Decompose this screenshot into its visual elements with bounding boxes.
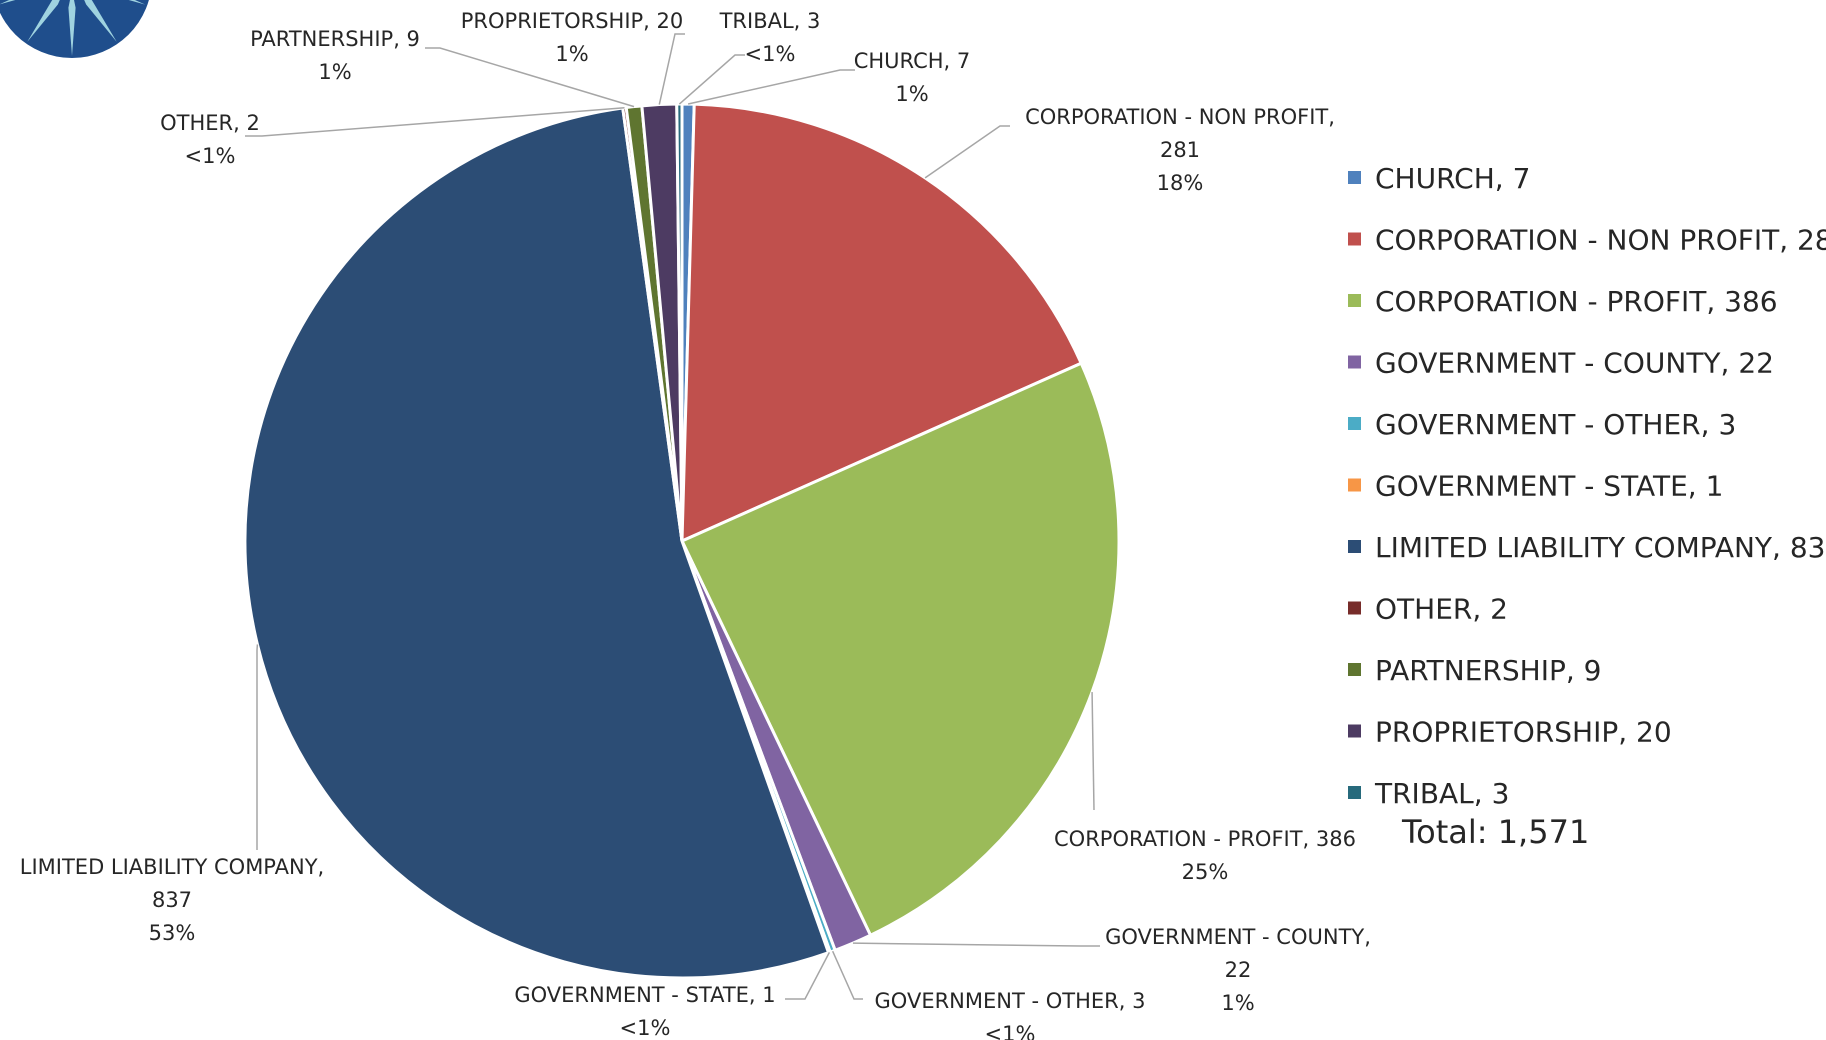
leader-line-government-county: [852, 942, 1100, 947]
pie-slices: [243, 102, 1121, 980]
data-label-line: 837: [152, 888, 192, 912]
data-label-line: <1%: [985, 1022, 1036, 1040]
data-label-line: 22: [1225, 958, 1252, 982]
legend-label-church: CHURCH, 7: [1375, 162, 1530, 195]
legend: CHURCH, 7 CORPORATION - NON PROFIT, 281 CO…: [1348, 162, 1826, 810]
data-label-line: 1%: [555, 42, 588, 66]
data-label-partnership: PARTNERSHIP, 9 1%: [250, 27, 420, 84]
data-label-line: OTHER, 2: [160, 111, 260, 135]
leader-lines: [245, 33, 1100, 1000]
data-label-line: <1%: [620, 1016, 671, 1040]
legend-swatch-other: [1348, 601, 1361, 615]
data-label-line: CHURCH, 7: [854, 49, 971, 73]
data-label-line: <1%: [745, 42, 796, 66]
leader-line-tribal: [678, 54, 745, 105]
total-label: Total: 1,571: [1401, 813, 1589, 851]
data-label-line: GOVERNMENT - STATE, 1: [514, 983, 775, 1007]
data-label-line: 25%: [1182, 860, 1229, 884]
legend-swatch-partnership: [1348, 663, 1361, 676]
logo-ray: [128, 0, 146, 5]
data-label-church: CHURCH, 7 1%: [854, 49, 971, 106]
pie-slice-limited-liability-company: [243, 106, 831, 980]
data-label-line: 1%: [1221, 991, 1254, 1015]
data-label-limited-liability-company: LIMITED LIABILITY COMPANY, 837 53%: [20, 855, 324, 945]
logo-circle: [0, 0, 149, 58]
leader-line-government-other: [831, 950, 863, 1000]
legend-swatch-government-state: [1348, 478, 1361, 492]
data-label-proprietorship: PROPRIETORSHIP, 20 1%: [461, 9, 684, 66]
data-label-government-county: GOVERNMENT - COUNTY, 22 1%: [1105, 925, 1371, 1015]
data-label-line: 18%: [1157, 171, 1204, 195]
legend-swatch-proprietorship: [1348, 724, 1361, 738]
pie-slice-corporation-non-profit: [680, 102, 1084, 544]
legend-swatch-government-other: [1348, 417, 1361, 430]
legend-swatch-government-county: [1348, 355, 1361, 369]
data-label-line: GOVERNMENT - OTHER, 3: [875, 989, 1146, 1013]
data-label-line: 53%: [149, 921, 196, 945]
leader-line-corporation-non-profit: [924, 125, 1010, 179]
leader-line-partnership: [425, 47, 635, 108]
data-label-line: 1%: [895, 82, 928, 106]
logo-ray: [0, 0, 16, 5]
legend-label-partnership: PARTNERSHIP, 9: [1375, 654, 1601, 687]
data-label-line: CORPORATION - NON PROFIT,: [1025, 105, 1335, 129]
data-label-corporation-non-profit: CORPORATION - NON PROFIT, 281 18%: [1025, 105, 1335, 195]
data-label-other: OTHER, 2 <1%: [160, 111, 260, 168]
data-labels: CHURCH, 7 1% CORPORATION - NON PROFIT, 281 1…: [20, 9, 1371, 1040]
legend-label-corporation-profit: CORPORATION - PROFIT, 386: [1375, 285, 1778, 318]
data-label-line: PARTNERSHIP, 9: [250, 27, 420, 51]
data-label-government-other: GOVERNMENT - OTHER, 3 <1%: [875, 989, 1146, 1040]
data-label-line: LIMITED LIABILITY COMPANY,: [20, 855, 324, 879]
leader-line-church: [687, 69, 855, 105]
company-logo: [0, 0, 149, 58]
legend-swatch-tribal: [1348, 786, 1361, 799]
leader-line-proprietorship: [658, 33, 685, 105]
legend-swatch-corporation-profit: [1348, 294, 1361, 307]
data-label-line: 281: [1160, 138, 1200, 162]
legend-label-corporation-non-profit: CORPORATION - NON PROFIT, 281: [1375, 224, 1826, 257]
logo-ray: [68, 0, 76, 56]
data-label-corporation-profit: CORPORATION - PROFIT, 386 25%: [1054, 827, 1356, 884]
legend-label-government-other: GOVERNMENT - OTHER, 3: [1375, 408, 1736, 441]
data-label-line: CORPORATION - PROFIT, 386: [1054, 827, 1356, 851]
pie-slice-corporation-profit: [679, 361, 1121, 938]
legend-swatch-limited-liability-company: [1348, 540, 1361, 553]
logo-ray: [27, 0, 60, 42]
data-label-line: TRIBAL, 3: [719, 9, 821, 33]
logo-ray: [84, 0, 117, 42]
legend-label-government-county: GOVERNMENT - COUNTY, 22: [1375, 347, 1774, 380]
legend-label-proprietorship: PROPRIETORSHIP, 20: [1375, 716, 1672, 749]
leader-line-government-state: [785, 952, 831, 1000]
legend-swatch-church: [1348, 171, 1361, 184]
data-label-line: 1%: [318, 60, 351, 84]
legend-label-other: OTHER, 2: [1375, 593, 1508, 626]
data-label-line: GOVERNMENT - COUNTY,: [1105, 925, 1371, 949]
legend-label-limited-liability-company: LIMITED LIABILITY COMPANY, 837: [1375, 531, 1826, 564]
legend-label-government-state: GOVERNMENT - STATE, 1: [1375, 470, 1723, 503]
data-label-line: PROPRIETORSHIP, 20: [461, 9, 684, 33]
legend-swatch-corporation-non-profit: [1348, 232, 1361, 246]
legend-label-tribal: TRIBAL, 3: [1374, 777, 1509, 810]
leader-line-corporation-profit: [1091, 692, 1095, 811]
data-label-line: <1%: [185, 144, 236, 168]
leader-line-other: [245, 107, 625, 137]
data-label-government-state: GOVERNMENT - STATE, 1 <1%: [514, 983, 775, 1040]
data-label-tribal: TRIBAL, 3 <1%: [719, 9, 821, 66]
